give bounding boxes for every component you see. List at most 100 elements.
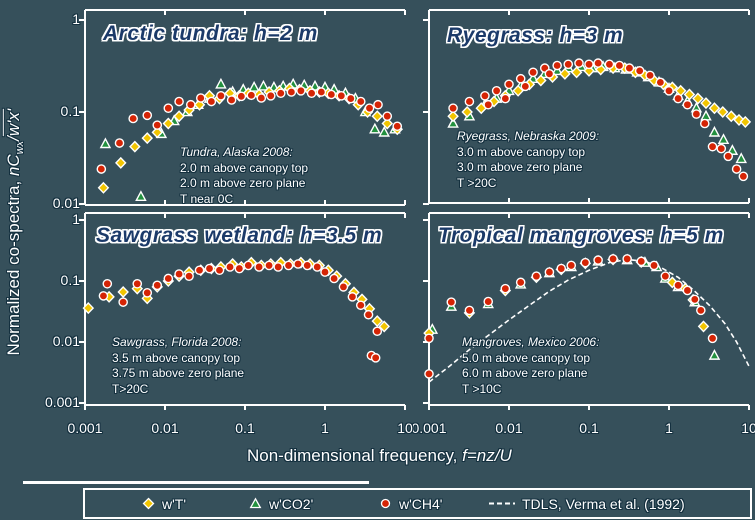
x-tick-label: 0.1 <box>579 420 599 436</box>
data-point <box>649 260 659 271</box>
data-point <box>82 302 95 315</box>
data-point <box>306 88 317 99</box>
data-point <box>491 85 502 96</box>
data-point <box>446 297 457 307</box>
data-point <box>174 269 184 279</box>
annotation-line: 3.75 m above zero plane <box>112 366 245 380</box>
data-point <box>283 260 294 271</box>
data-point <box>194 265 205 276</box>
data-point <box>234 263 245 274</box>
data-point <box>225 262 235 272</box>
annotation-line: 6.0 m above zero plane <box>462 366 588 380</box>
data-point <box>118 297 128 307</box>
data-point <box>371 315 384 328</box>
data-point <box>141 132 154 145</box>
annotation-line: 5.0 m above canopy top <box>462 350 591 365</box>
panel-title-tropical-mangroves: Tropical mangroves: h=5 m <box>438 224 724 247</box>
data-point <box>320 267 330 277</box>
data-point <box>378 125 390 137</box>
data-point <box>345 93 356 104</box>
y-tick-label: 0.1 <box>60 103 80 119</box>
data-point <box>312 262 323 272</box>
data-point <box>708 125 721 137</box>
data-point <box>504 79 514 90</box>
data-point <box>256 93 267 103</box>
data-point <box>622 254 632 264</box>
data-point <box>512 84 524 97</box>
data-point <box>162 117 175 130</box>
data-point <box>355 96 366 107</box>
data-point <box>142 288 153 298</box>
data-point <box>636 256 647 267</box>
data-point <box>363 309 374 320</box>
y-tick-label: 0.001 <box>44 394 80 410</box>
data-point <box>544 69 555 79</box>
x-tick-label: 10 <box>397 420 413 436</box>
data-point <box>372 326 383 337</box>
data-point <box>531 271 542 281</box>
x-tick-label: 0.001 <box>67 420 103 436</box>
annotation-line: 2.0 m above zero plane <box>180 176 306 190</box>
data-point <box>556 263 567 274</box>
annotation-line: 2.0 m above canopy top <box>180 160 309 175</box>
data-point <box>725 110 738 123</box>
data-point <box>700 97 712 110</box>
data-point <box>355 300 366 311</box>
data-point <box>326 89 337 100</box>
y-tick-label: 0.1 <box>60 272 80 288</box>
data-point <box>98 291 109 301</box>
data-point <box>173 110 185 123</box>
x-tick-label: 1 <box>321 420 329 436</box>
data-point <box>655 77 666 88</box>
annotation-sawgrass: Sawgrass, Florida 2008: 3.5 m above cano… <box>112 335 244 397</box>
y-tick-label: 1 <box>72 211 80 227</box>
x-tick-label: 1 <box>665 420 673 436</box>
data-point <box>733 113 745 126</box>
data-point <box>689 294 700 305</box>
legend-item-wch4: w'CH4' <box>379 496 442 512</box>
data-point <box>707 333 718 344</box>
data-point <box>528 67 538 78</box>
data-point <box>708 102 721 115</box>
data-point <box>574 58 584 68</box>
data-point <box>329 273 339 284</box>
annotation-mangroves: Mangroves, Mexico 2006: 5.0 m above cano… <box>462 335 599 397</box>
data-point <box>132 278 143 289</box>
data-point <box>316 87 327 97</box>
data-point <box>370 353 381 363</box>
data-point <box>347 292 358 302</box>
data-point <box>195 93 206 103</box>
annotation-line: Sawgrass, Florida 2008: <box>112 335 242 349</box>
data-point <box>464 96 475 107</box>
data-point <box>128 113 138 124</box>
data-point <box>673 280 683 291</box>
legend-item-tdls: TDLS, Verma et al. (1992) <box>489 496 685 512</box>
legend-marker <box>380 498 391 509</box>
data-point <box>96 164 107 174</box>
annotation-ryegrass: Ryegrass, Nebraska 2009: 3.0 m above can… <box>457 129 599 191</box>
data-point <box>697 320 710 333</box>
data-point <box>624 63 635 73</box>
data-point <box>716 105 729 119</box>
data-point <box>566 260 577 271</box>
panel-title-sawgrass-wetland: Sawgrass wetland: h=3.5 m <box>96 224 383 247</box>
annotation-line: Tundra, Alaska 2008: <box>180 145 293 159</box>
legend-item-wt: w'T' <box>142 496 186 512</box>
data-point <box>152 280 163 291</box>
legend-item-wco2: w'CO2' <box>249 496 313 512</box>
data-point <box>645 70 655 81</box>
data-point <box>593 255 603 265</box>
data-point <box>682 99 693 110</box>
data-point <box>673 93 683 104</box>
data-point <box>424 369 434 379</box>
data-point <box>216 90 226 101</box>
legend-label-wch4: w'CH4' <box>399 495 443 512</box>
co2-triangle-icon <box>249 497 262 510</box>
data-point <box>382 111 393 122</box>
data-point <box>206 96 217 107</box>
data-point <box>515 73 526 84</box>
data-point <box>275 88 286 99</box>
data-point <box>593 58 603 68</box>
data-point <box>735 152 748 164</box>
panel-title-ryegrass: Ryegrass: h=3 m <box>447 24 624 47</box>
